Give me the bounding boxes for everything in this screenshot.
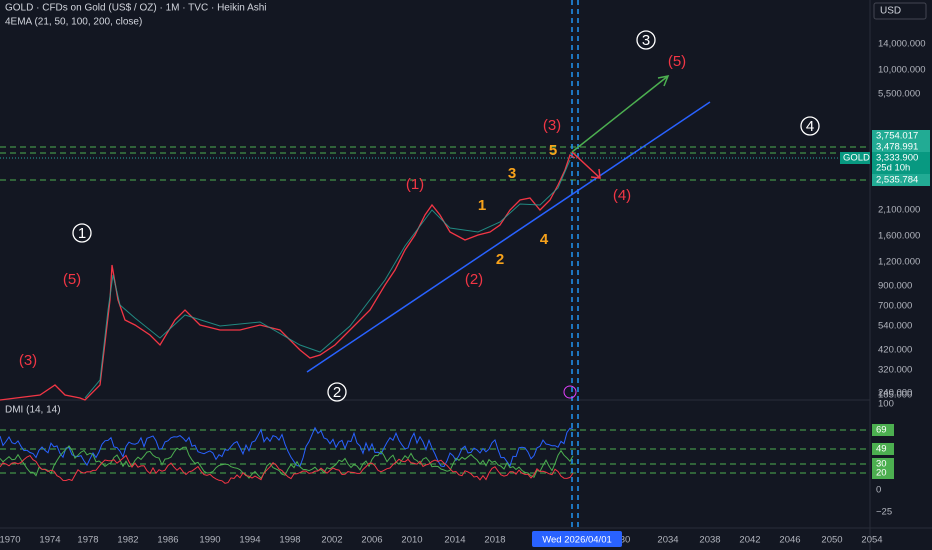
wave-label: (5): [668, 53, 686, 70]
dmi-axis-label: 0: [876, 485, 881, 496]
cursor-date: Wed 2026/04/01: [542, 535, 612, 546]
event-icon: [563, 385, 577, 399]
level-label: 3,478.991: [876, 142, 918, 153]
time-label: 2038: [699, 535, 720, 546]
time-label: 2042: [739, 535, 760, 546]
dmi-line: [0, 445, 574, 480]
wave-label: 1: [78, 225, 86, 242]
wave-label: 5: [549, 142, 557, 159]
price-label: 14,000.000: [878, 39, 926, 50]
time-label: 1990: [199, 535, 220, 546]
time-label: 1974: [39, 535, 60, 546]
dmi-axis-label: −25: [876, 507, 892, 518]
price-label: 900.000: [878, 281, 912, 292]
wave-circle: [72, 223, 92, 243]
time-label: 2006: [361, 535, 382, 546]
time-label: 30: [620, 535, 631, 546]
time-label: 1998: [279, 535, 300, 546]
price-label: 320.000: [878, 365, 912, 376]
wave-label: (4): [613, 187, 631, 204]
wave-label: (3): [19, 352, 37, 369]
price-label: 2,100.000: [878, 205, 920, 216]
wave-label: 3: [508, 165, 516, 182]
price-label: 5,500.000: [878, 89, 920, 100]
price-line: [84, 159, 571, 399]
dmi-lines: [0, 426, 574, 484]
dmi-level: 69: [876, 425, 887, 436]
time-label: 2010: [401, 535, 422, 546]
cursor-box: [532, 531, 622, 547]
wave-label: (2): [465, 271, 483, 288]
wave-label: (3): [543, 117, 561, 134]
time-label: 2002: [321, 535, 342, 546]
level-lines: [0, 146, 870, 474]
wave-label: 2: [496, 251, 504, 268]
level-box: [872, 141, 930, 153]
time-label: 2034: [657, 535, 678, 546]
trendline: [306, 101, 711, 373]
countdown: 25d 10h: [876, 163, 910, 174]
price-label: 240.000: [878, 388, 912, 399]
time-label: 2018: [484, 535, 505, 546]
wave-circle: [800, 116, 820, 136]
price-label: 185.000: [878, 390, 912, 401]
dmi-level-box: [872, 467, 894, 479]
symbol: GOLD: [843, 153, 870, 164]
wave-label: (5): [63, 271, 81, 288]
wave-label: 4: [806, 118, 814, 135]
dmi-level-box: [872, 424, 894, 436]
symbol-box: [840, 152, 870, 164]
dmi-level: 49: [876, 444, 887, 455]
price-label: 1,200.000: [878, 257, 920, 268]
price-label: 420.000: [878, 345, 912, 356]
currency-button[interactable]: [873, 2, 927, 20]
level-box: [872, 174, 930, 186]
time-label: 1970: [0, 535, 21, 546]
wave-circle: [327, 382, 347, 402]
time-label: 2050: [821, 535, 842, 546]
price-label: 10,000.000: [878, 65, 926, 76]
cursor-lines: [571, 0, 579, 528]
dmi-line: [0, 454, 574, 484]
last-price: 3,333.900: [876, 153, 918, 164]
price-label: 540.000: [878, 321, 912, 332]
dmi-line: [0, 426, 574, 468]
wave-label: 1: [478, 197, 486, 214]
level-label: 2,535.784: [876, 175, 918, 186]
time-label: 1978: [77, 535, 98, 546]
wave-label: 2: [333, 384, 341, 401]
time-label: 1986: [157, 535, 178, 546]
dmi-label: DMI (14, 14): [5, 405, 61, 416]
time-label: 2014: [444, 535, 465, 546]
time-label: 2054: [861, 535, 882, 546]
arrow: [571, 151, 601, 179]
arrow: [571, 74, 670, 153]
wave-label: 4: [540, 231, 549, 248]
level-label: 3,754.017: [876, 131, 918, 142]
dmi-level: 30: [876, 459, 887, 470]
wave-circle: [636, 30, 656, 50]
time-label: 1982: [117, 535, 138, 546]
wave-label: (1): [406, 176, 424, 193]
currency[interactable]: USD: [880, 6, 901, 17]
price-label: 100: [878, 399, 894, 410]
price-line: [0, 154, 576, 401]
wave-label: 3: [642, 32, 650, 49]
price-label: 700.000: [878, 301, 912, 312]
price-label: 1,600.000: [878, 231, 920, 242]
title: GOLD · CFDs on Gold (US$ / OZ) · 1M · TV…: [5, 3, 267, 14]
time-label: 2046: [779, 535, 800, 546]
indicator: 4EMA (21, 50, 100, 200, close): [5, 17, 142, 28]
time-label: 1994: [239, 535, 260, 546]
last-price-box: [872, 152, 930, 174]
dmi-level: 20: [876, 468, 887, 479]
level-box: [872, 130, 930, 142]
dmi-level-box: [872, 443, 894, 455]
